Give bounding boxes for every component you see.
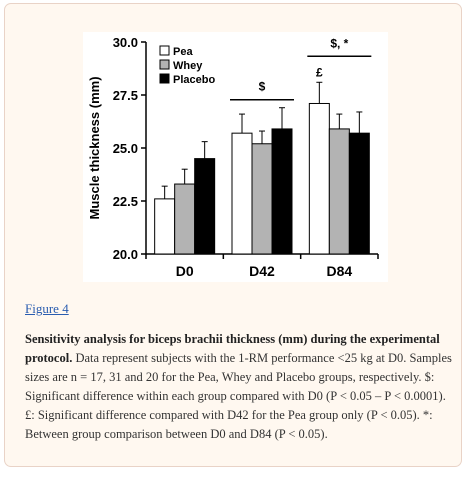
annotation-pound: £: [316, 65, 323, 79]
bar-placebo: [271, 128, 293, 255]
bar-chart: 20.0 22.5 25.0 27.5 30.0 Muscle thickness (mm…: [83, 32, 388, 282]
bar-placebo: [194, 158, 216, 255]
legend-swatch-pea: [159, 45, 170, 56]
bar-pea: [231, 132, 253, 255]
y-tick-label: 25.0: [113, 141, 138, 156]
bar-whey: [251, 143, 273, 255]
x-tick-label: D0: [176, 263, 194, 279]
caption-body: Data represent subjects with the 1-RM pe…: [25, 351, 452, 441]
figure-caption: Sensitivity analysis for biceps brachii …: [25, 330, 455, 444]
bar-whey: [328, 128, 350, 255]
y-tick-label: 27.5: [113, 88, 138, 103]
bar-pea: [308, 102, 330, 255]
legend-swatch-placebo: [159, 73, 170, 84]
legend-label-placebo: Placebo: [173, 74, 215, 86]
y-axis-label: Muscle thickness (mm): [87, 76, 102, 219]
x-tick-label: D42: [249, 263, 275, 279]
figure-card: 20.0 22.5 25.0 27.5 30.0 Muscle thickness (mm…: [4, 3, 462, 467]
bar-pea: [154, 198, 176, 255]
figure-link[interactable]: Figure 4: [25, 301, 69, 316]
y-tick-label: 30.0: [113, 35, 138, 50]
bar-placebo: [348, 132, 370, 255]
y-tick-label: 20.0: [113, 247, 138, 262]
chart-svg: 20.0 22.5 25.0 27.5 30.0 Muscle thickness (mm…: [87, 35, 379, 279]
bar-whey: [174, 183, 196, 255]
x-tick-label: D84: [326, 263, 352, 279]
legend-swatch-whey: [159, 59, 170, 70]
legend-label-pea: Pea: [173, 46, 193, 58]
annotation-significance: $: [259, 80, 266, 94]
annotation-significance: $, *: [330, 36, 348, 50]
caption-title: Sensitivity analysis for biceps brachii …: [25, 332, 440, 365]
y-tick-label: 22.5: [113, 194, 138, 209]
legend-label-whey: Whey: [173, 60, 203, 72]
